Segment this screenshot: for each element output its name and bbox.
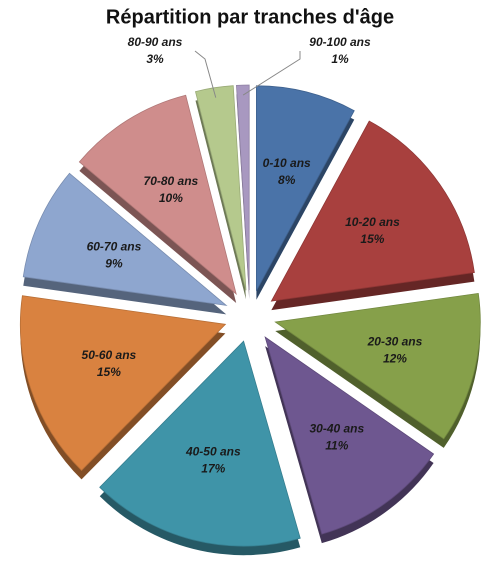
- slice-label: 40-50 ans: [185, 445, 241, 459]
- slice: [274, 292, 481, 440]
- leader-line: [242, 51, 301, 96]
- slice-label: 10-20 ans: [345, 215, 400, 229]
- slice-value: 17%: [201, 462, 225, 476]
- slice: [264, 336, 435, 535]
- slice-label: 90-100 ans: [309, 35, 371, 49]
- slice-value: 1%: [331, 52, 349, 66]
- slice-label: 80-90 ans: [128, 35, 183, 49]
- slice: [99, 340, 301, 547]
- slice: [194, 85, 247, 291]
- slice-value: 11%: [325, 438, 348, 452]
- slice-value: 3%: [146, 52, 164, 66]
- leader-line: [194, 50, 217, 98]
- slice-value: 15%: [97, 365, 121, 379]
- slice: [270, 120, 475, 302]
- slice: [78, 94, 237, 296]
- chart-title: Répartition par tranches d'âge: [106, 6, 394, 28]
- slice-value: 10%: [159, 191, 183, 205]
- slice: [22, 172, 228, 306]
- slice-label: 20-30 ans: [367, 335, 423, 349]
- slice-value: 9%: [105, 256, 123, 270]
- slice-label: 70-80 ans: [144, 174, 199, 188]
- slice-label: 50-60 ans: [82, 348, 137, 362]
- slice-value: 12%: [383, 352, 407, 366]
- slice: [20, 295, 227, 471]
- slice: [236, 84, 250, 291]
- slice-label: 30-40 ans: [309, 421, 364, 435]
- slice-value: 8%: [278, 173, 296, 187]
- slice-label: 0-10 ans: [263, 156, 311, 170]
- slice-value: 15%: [360, 232, 384, 246]
- slice-label: 60-70 ans: [87, 239, 142, 253]
